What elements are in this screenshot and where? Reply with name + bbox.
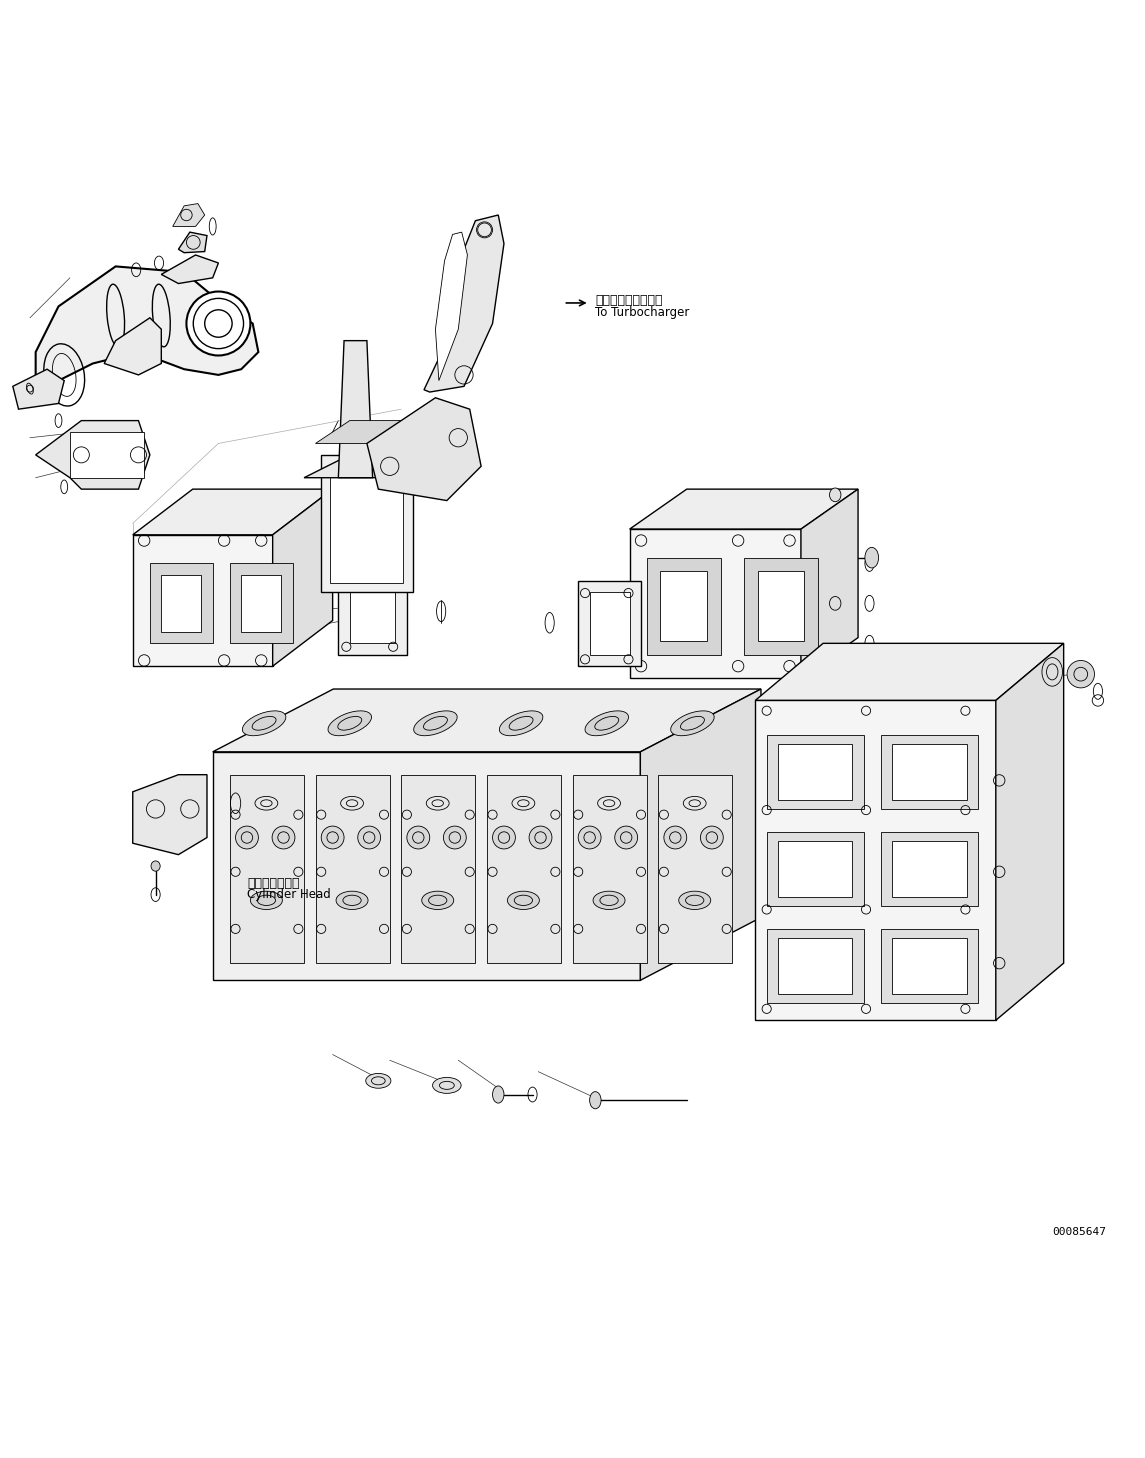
Bar	[316, 774, 389, 964]
Bar	[150, 563, 213, 643]
Ellipse shape	[337, 891, 368, 910]
Circle shape	[273, 827, 295, 849]
Circle shape	[357, 827, 380, 849]
Bar	[779, 841, 852, 897]
Polygon shape	[756, 643, 1064, 700]
Polygon shape	[338, 341, 372, 478]
Ellipse shape	[864, 547, 878, 569]
Bar	[881, 735, 978, 809]
Polygon shape	[133, 488, 333, 535]
Bar	[349, 580, 395, 643]
Bar	[767, 735, 863, 809]
Bar	[881, 929, 978, 1003]
Polygon shape	[756, 700, 996, 1021]
Circle shape	[492, 827, 515, 849]
Bar	[658, 774, 733, 964]
Bar	[230, 563, 293, 643]
Bar	[661, 572, 708, 642]
Bar	[758, 572, 805, 642]
Polygon shape	[996, 643, 1064, 1021]
Ellipse shape	[251, 891, 283, 910]
Polygon shape	[213, 752, 640, 980]
Ellipse shape	[433, 1077, 461, 1094]
Bar	[892, 841, 966, 897]
Circle shape	[1067, 660, 1095, 688]
Polygon shape	[273, 488, 333, 666]
Polygon shape	[213, 690, 761, 752]
Polygon shape	[305, 449, 464, 478]
Circle shape	[406, 827, 429, 849]
Bar	[70, 432, 144, 478]
Circle shape	[322, 827, 343, 849]
Ellipse shape	[590, 1092, 601, 1108]
Ellipse shape	[507, 891, 539, 910]
Bar	[572, 774, 647, 964]
Polygon shape	[161, 255, 219, 283]
Polygon shape	[35, 267, 259, 398]
Text: To Turbocharger: To Turbocharger	[595, 306, 689, 319]
Text: Cylinder Head: Cylinder Head	[247, 888, 331, 901]
Polygon shape	[366, 398, 481, 500]
Polygon shape	[435, 232, 467, 381]
Polygon shape	[630, 488, 858, 529]
Polygon shape	[104, 318, 161, 375]
Text: シリンダヘッド: シリンダヘッド	[247, 876, 300, 889]
Ellipse shape	[365, 1073, 390, 1088]
Ellipse shape	[829, 488, 840, 502]
Bar	[401, 774, 475, 964]
Ellipse shape	[671, 712, 714, 736]
Polygon shape	[802, 488, 858, 678]
Bar	[647, 557, 721, 655]
Ellipse shape	[499, 712, 543, 736]
Ellipse shape	[421, 891, 453, 910]
Circle shape	[664, 827, 687, 849]
Bar	[892, 937, 966, 994]
Ellipse shape	[243, 712, 286, 736]
Ellipse shape	[151, 860, 160, 872]
Circle shape	[187, 292, 251, 356]
Bar	[242, 574, 282, 631]
Bar	[161, 574, 202, 631]
Bar	[331, 464, 403, 583]
Polygon shape	[173, 204, 205, 226]
Polygon shape	[13, 369, 64, 410]
Bar	[578, 580, 641, 666]
Polygon shape	[424, 214, 504, 392]
Bar	[779, 744, 852, 800]
Bar	[338, 569, 406, 655]
Text: ターボチャージャへ: ターボチャージャへ	[595, 295, 663, 308]
Ellipse shape	[1042, 658, 1063, 687]
Circle shape	[701, 827, 724, 849]
Circle shape	[529, 827, 552, 849]
Bar	[779, 937, 852, 994]
Ellipse shape	[679, 891, 711, 910]
Ellipse shape	[593, 891, 625, 910]
Polygon shape	[133, 774, 207, 854]
Circle shape	[443, 827, 466, 849]
Ellipse shape	[585, 712, 629, 736]
Bar	[744, 557, 818, 655]
Polygon shape	[630, 529, 801, 678]
Ellipse shape	[492, 1086, 504, 1104]
Bar	[892, 744, 966, 800]
Polygon shape	[35, 420, 150, 488]
Ellipse shape	[327, 712, 371, 736]
Polygon shape	[133, 535, 273, 666]
Bar	[767, 929, 863, 1003]
Circle shape	[236, 827, 259, 849]
Bar	[487, 774, 561, 964]
Bar	[322, 455, 412, 592]
Bar	[881, 833, 978, 905]
Text: 00085647: 00085647	[1052, 1226, 1106, 1236]
Bar	[767, 833, 863, 905]
Circle shape	[578, 827, 601, 849]
Polygon shape	[316, 420, 441, 443]
Circle shape	[615, 827, 638, 849]
Ellipse shape	[413, 712, 457, 736]
Bar	[230, 774, 305, 964]
Polygon shape	[640, 690, 761, 980]
Bar	[590, 592, 630, 655]
Polygon shape	[179, 232, 207, 252]
